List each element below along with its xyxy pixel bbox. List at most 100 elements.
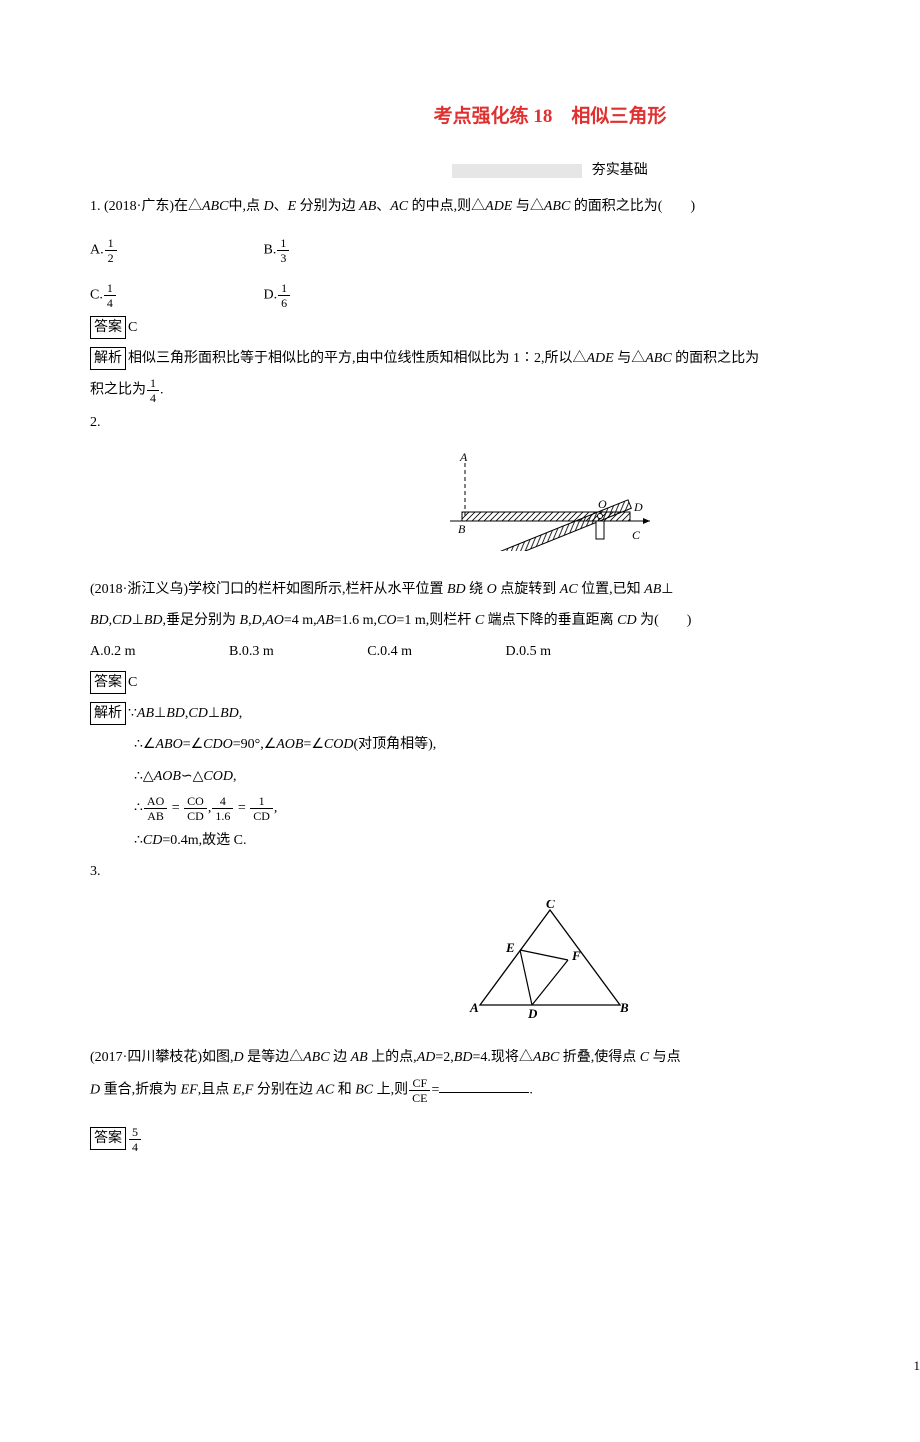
fraction: 13 <box>276 237 290 264</box>
answer-value: C <box>128 675 137 690</box>
q2-stem-2: BD,CD⊥BD,垂足分别为 B,D,AO=4 m,AB=1.6 m,CO=1 … <box>90 608 920 633</box>
text: = <box>431 1082 439 1097</box>
var: E <box>288 199 297 214</box>
num: 1 <box>278 282 290 296</box>
var: AC <box>316 1082 334 1097</box>
fraction: 1CD <box>249 795 274 822</box>
text: ⊥ <box>132 613 144 628</box>
q2-exp-1: 解析∵AB⊥BD,CD⊥BD, <box>90 701 920 726</box>
answer-value: C <box>128 320 137 335</box>
num: 1 <box>105 237 117 251</box>
q2-options: A.0.2 m B.0.3 m C.0.4 m D.0.5 m <box>90 639 920 664</box>
text: =1.6 m, <box>334 613 377 628</box>
opt-label: C. <box>90 287 103 302</box>
num: 4 <box>212 795 233 809</box>
var: AB <box>644 582 661 597</box>
text: 上的点, <box>368 1050 417 1065</box>
text: . <box>529 1082 533 1097</box>
text: . <box>160 383 164 398</box>
den: 6 <box>278 296 290 309</box>
var: D <box>234 1050 244 1065</box>
den: 4 <box>129 1140 141 1153</box>
text: 的面积之比为 <box>672 351 760 366</box>
var: AB <box>359 199 376 214</box>
var: BD <box>454 1050 473 1065</box>
var: BD <box>220 706 239 721</box>
q2-answer: 答案C <box>90 670 920 695</box>
q2-num: 2. <box>90 410 920 435</box>
num: 1 <box>250 795 273 809</box>
den: AB <box>144 809 167 822</box>
text: 位置,已知 <box>578 582 645 597</box>
answer-label: 答案 <box>90 316 126 339</box>
page-title: 考点强化练 18 相似三角形 <box>90 100 920 134</box>
text: 与△ <box>614 351 646 366</box>
text: 上,则 <box>373 1082 408 1097</box>
var: AC <box>560 582 578 597</box>
var: CD <box>112 613 131 628</box>
label-D: D <box>633 500 643 514</box>
var: D <box>252 613 262 628</box>
text: 边 <box>330 1050 351 1065</box>
num: 1 <box>147 377 159 391</box>
svg-text:D: D <box>527 1006 538 1020</box>
var: ABO <box>155 737 182 752</box>
q2-exp-5: ∴CD=0.4m,故选 C. <box>90 828 920 853</box>
q2-exp-3: ∴△AOB∽△COD, <box>90 764 920 789</box>
q3-stem-2: D 重合,折痕为 EF,且点 E,F 分别在边 AC 和 BC 上,则CFCE=… <box>90 1077 920 1104</box>
var: D <box>90 1082 100 1097</box>
explain-label: 解析 <box>90 702 126 725</box>
text: , <box>233 769 237 784</box>
q1-stem: 1. (2018·广东)在△ABC中,点 D、E 分别为边 AB、AC 的中点,… <box>90 194 920 219</box>
text: 的中点,则△ <box>408 199 485 214</box>
var: COD <box>324 737 354 752</box>
var: ABC <box>544 199 570 214</box>
text: 积之比为 <box>90 383 146 398</box>
text: ⊥ <box>154 706 166 721</box>
q3-answer: 答案54 <box>90 1126 920 1153</box>
text: 的面积之比为( ) <box>570 199 695 214</box>
fraction: COCD <box>183 795 208 822</box>
text: ,垂足分别为 <box>163 613 240 628</box>
q2-opt-b: B.0.3 m <box>229 639 274 664</box>
var: BD <box>447 582 466 597</box>
answer-label: 答案 <box>90 671 126 694</box>
text: ∴ <box>134 801 143 816</box>
num: 1 <box>104 282 116 296</box>
svg-text:A: A <box>469 1000 479 1015</box>
text: (2018·广东)在△ <box>104 199 202 214</box>
var: ADE <box>587 351 614 366</box>
label-C: C <box>632 528 641 542</box>
var: ABC <box>533 1050 559 1065</box>
svg-text:C: C <box>546 900 555 911</box>
text: 相似三角形面积比等于相似比的平方,由中位线性质知相似比为 1∶2,所以△ <box>128 351 587 366</box>
subtitle-text: 夯实基础 <box>592 163 648 178</box>
text: ,且点 <box>198 1082 233 1097</box>
text: = <box>168 801 183 816</box>
text: 重合,折痕为 <box>100 1082 181 1097</box>
blank-underline <box>439 1077 529 1093</box>
den: 1.6 <box>212 809 233 822</box>
var: AB <box>137 706 154 721</box>
var: CD <box>617 613 636 628</box>
q2-opt-c: C.0.4 m <box>367 639 412 664</box>
q1-opt-a: A.12 <box>90 237 260 264</box>
var: ABC <box>202 199 228 214</box>
q1-explain: 解析相似三角形面积比等于相似比的平方,由中位线性质知相似比为 1∶2,所以△AD… <box>90 346 920 371</box>
var: CD <box>188 706 207 721</box>
q2-opt-d: D.0.5 m <box>505 639 551 664</box>
q2-opt-a: A.0.2 m <box>90 639 136 664</box>
var: CO <box>377 613 396 628</box>
var: ABC <box>645 351 671 366</box>
var: BC <box>355 1082 373 1097</box>
svg-text:E: E <box>505 940 515 955</box>
svg-text:B: B <box>619 1000 629 1015</box>
text: 分别在边 <box>253 1082 316 1097</box>
text: =0.4m,故选 C. <box>162 833 246 848</box>
fraction: 41.6 <box>211 795 234 822</box>
text: 中,点 <box>228 199 263 214</box>
text: = <box>234 801 249 816</box>
text: 和 <box>334 1082 355 1097</box>
text: , <box>239 706 243 721</box>
fraction: 54 <box>128 1126 142 1153</box>
